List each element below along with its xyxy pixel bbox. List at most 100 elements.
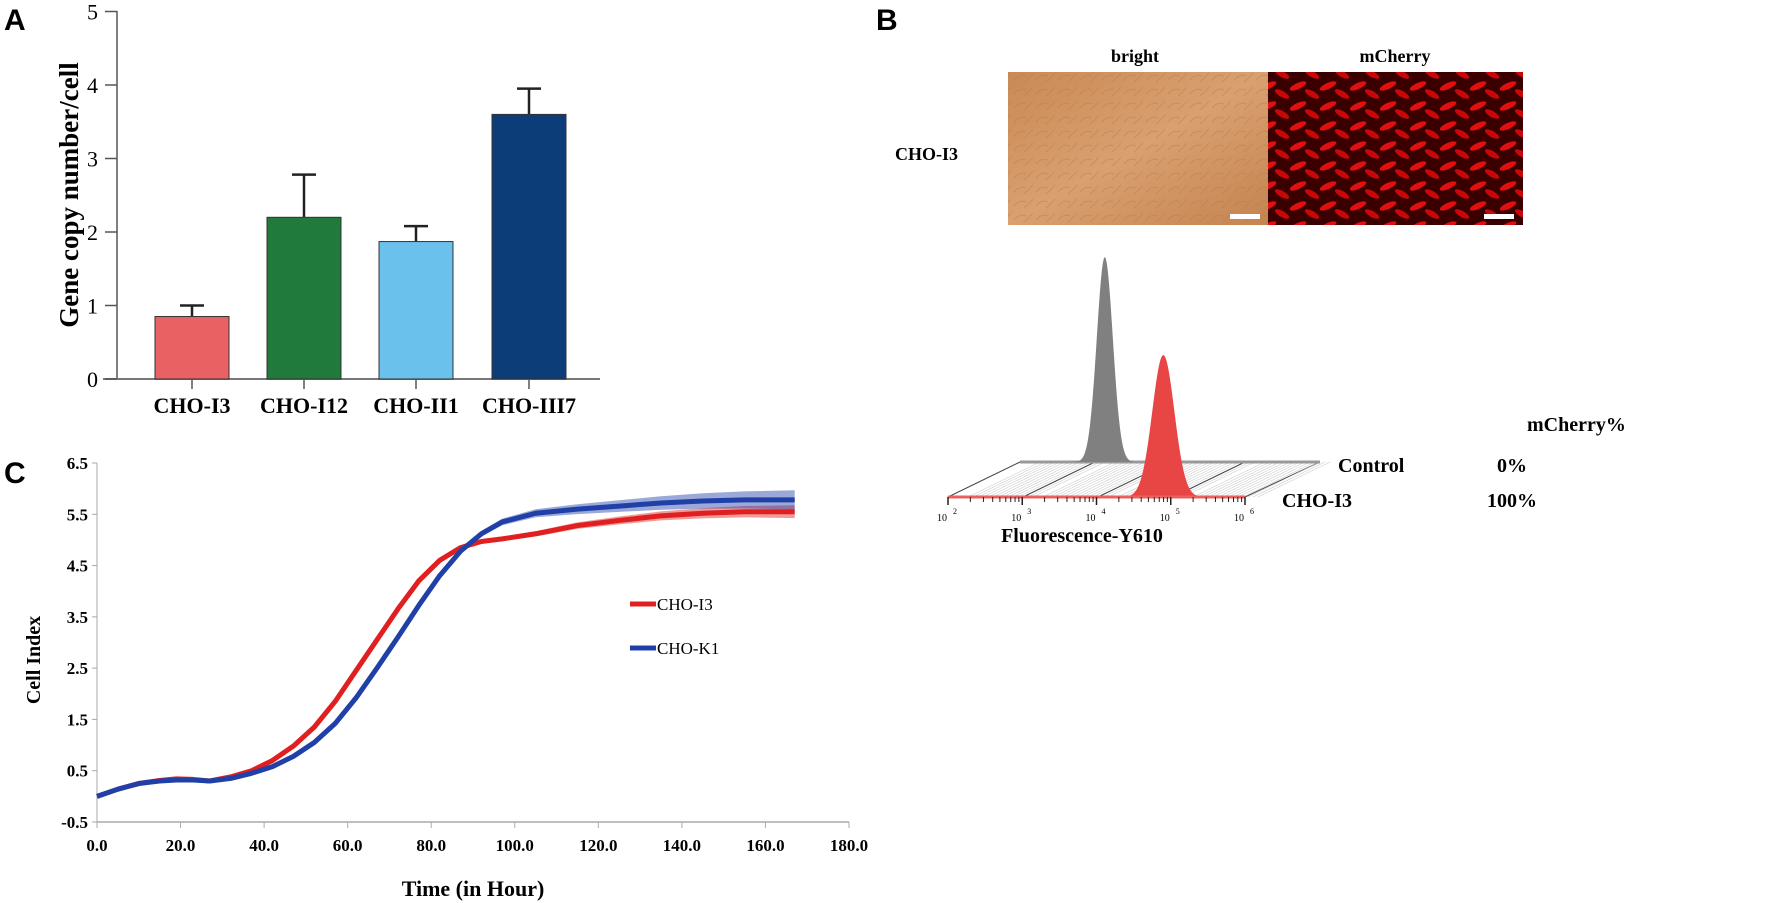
x-tick-label: 10 bbox=[1011, 513, 1021, 524]
x-tick-label: 10 bbox=[1234, 513, 1244, 524]
hatch-line bbox=[1242, 461, 1316, 498]
x-axis-label: Fluorescence-Y610 bbox=[1001, 525, 1163, 547]
y-tick-label: 2 bbox=[87, 220, 98, 245]
bar-chart-gene-copy: Gene copy number/cell 0 1 2 3 4 5 CHO-I3 CHO-I… bbox=[54, 0, 600, 418]
panel-label-a: A bbox=[4, 4, 26, 37]
legend-cho-i3: CHO-I3 bbox=[1282, 490, 1352, 512]
hatch-line bbox=[1012, 461, 1086, 498]
x-tick-label: CHO-I3 bbox=[154, 393, 231, 418]
cho-i3-histogram bbox=[1119, 355, 1208, 497]
x-tick-label: 180.0 bbox=[830, 836, 868, 855]
hatch-line bbox=[1257, 461, 1331, 498]
hatch-line bbox=[1002, 461, 1076, 498]
hatch-line bbox=[1182, 461, 1256, 498]
panel-label-c: C bbox=[4, 457, 26, 490]
x-tick-exponent: 2 bbox=[953, 507, 957, 516]
x-tick-label: 80.0 bbox=[416, 836, 446, 855]
legend-label-cho-k1: CHO-K1 bbox=[657, 639, 719, 658]
hatch-line bbox=[1057, 461, 1131, 498]
hatch-line bbox=[1222, 461, 1296, 498]
hatch-line bbox=[1207, 461, 1281, 498]
column-header: mCherry% bbox=[1527, 414, 1626, 436]
y-tick-label: 3 bbox=[87, 147, 98, 172]
bar-cho-iii7 bbox=[491, 113, 567, 380]
y-tick-label: 0 bbox=[87, 367, 98, 392]
hatch-line bbox=[997, 461, 1071, 498]
hatch-line bbox=[1072, 461, 1146, 498]
hatch-line bbox=[1052, 461, 1126, 498]
mcherry-image bbox=[1268, 72, 1523, 225]
x-tick-label: 10 bbox=[1086, 513, 1096, 524]
x-tick-label: 40.0 bbox=[249, 836, 279, 855]
x-tick-exponent: 4 bbox=[1102, 507, 1106, 516]
hatch-line bbox=[1232, 461, 1306, 498]
y-tick-label: 4.5 bbox=[67, 557, 88, 576]
x-tick-label: 10 bbox=[1160, 513, 1170, 524]
bright-label: bright bbox=[1111, 46, 1159, 66]
legend-label-cho-i3: CHO-I3 bbox=[657, 595, 713, 614]
line-chart-cell-index: Cell Index Time (in Hour) -0.5 0.5 1.5 2.5 3… bbox=[23, 454, 868, 901]
hatch-line bbox=[1082, 461, 1156, 498]
mcherry-label: mCherry bbox=[1360, 46, 1431, 66]
control-histogram bbox=[1072, 257, 1137, 462]
bar-cho-i12 bbox=[266, 216, 342, 380]
y-tick-label: 2.5 bbox=[67, 659, 88, 678]
bar-cho-i3 bbox=[154, 316, 230, 380]
grid-line bbox=[1022, 461, 1096, 498]
hatch-line bbox=[982, 461, 1056, 498]
x-tick-exponent: 3 bbox=[1027, 507, 1031, 516]
flow-histogram: 10 2 10 3 10 4 10 5 10 6 Fluorescence-Y610 mCherr… bbox=[937, 257, 1626, 547]
x-tick-label: 160.0 bbox=[746, 836, 784, 855]
hatch-line bbox=[1202, 461, 1276, 498]
y-tick-label: 5.5 bbox=[67, 505, 88, 524]
y-tick-label: 1 bbox=[87, 294, 98, 319]
x-tick-label: 60.0 bbox=[333, 836, 363, 855]
x-tick-label: 100.0 bbox=[496, 836, 534, 855]
hatch-line bbox=[1197, 461, 1271, 498]
hatch-line bbox=[987, 461, 1061, 498]
x-axis-label: Time (in Hour) bbox=[402, 876, 545, 901]
y-tick-label: 4 bbox=[87, 73, 98, 98]
hatch-line bbox=[1252, 461, 1326, 498]
y-tick-label: 5 bbox=[87, 0, 98, 25]
hatch-line bbox=[1047, 461, 1121, 498]
x-tick-label: 0.0 bbox=[86, 836, 107, 855]
y-tick-label: 0.5 bbox=[67, 762, 88, 781]
y-axis-label: Gene copy number/cell bbox=[54, 62, 84, 328]
hatch-line bbox=[1042, 461, 1116, 498]
x-tick-label: CHO-I12 bbox=[260, 393, 348, 418]
hatch-line bbox=[1067, 461, 1141, 498]
hatch-line bbox=[972, 461, 1046, 498]
hatch-line bbox=[1062, 461, 1136, 498]
bright-field-texture bbox=[1008, 72, 1268, 225]
percent-control: 0% bbox=[1497, 455, 1527, 477]
x-tick-label: 10 bbox=[937, 513, 947, 524]
hatch-line bbox=[967, 461, 1041, 498]
x-tick-exponent: 6 bbox=[1250, 507, 1254, 516]
y-axis-label: Cell Index bbox=[23, 616, 45, 704]
x-tick-label: 120.0 bbox=[579, 836, 617, 855]
scale-bar bbox=[1484, 214, 1514, 219]
hatch-line bbox=[1192, 461, 1266, 498]
hatch-line bbox=[1237, 461, 1311, 498]
hatch-line bbox=[992, 461, 1066, 498]
micrograph-panel: bright mCherry CHO-I3 bbox=[895, 46, 1523, 225]
hatch-line bbox=[1017, 461, 1091, 498]
hatch-line bbox=[1077, 461, 1151, 498]
x-tick-label: 140.0 bbox=[663, 836, 701, 855]
series-line-cho-k1 bbox=[96, 497, 795, 799]
y-tick-label: 1.5 bbox=[67, 710, 88, 729]
x-tick-label: 20.0 bbox=[166, 836, 196, 855]
y-tick-label: 6.5 bbox=[67, 454, 88, 473]
panel-label-b: B bbox=[876, 4, 898, 37]
y-tick-label: -0.5 bbox=[61, 813, 88, 832]
hatch-line bbox=[1227, 461, 1301, 498]
x-tick-label: CHO-III7 bbox=[482, 393, 576, 418]
hatch-line bbox=[1247, 461, 1321, 498]
hatch-line bbox=[1212, 461, 1286, 498]
y-tick-label: 3.5 bbox=[67, 608, 88, 627]
x-tick-label: CHO-II1 bbox=[373, 393, 459, 418]
scale-bar bbox=[1230, 214, 1260, 219]
hatch-line bbox=[1217, 461, 1291, 498]
